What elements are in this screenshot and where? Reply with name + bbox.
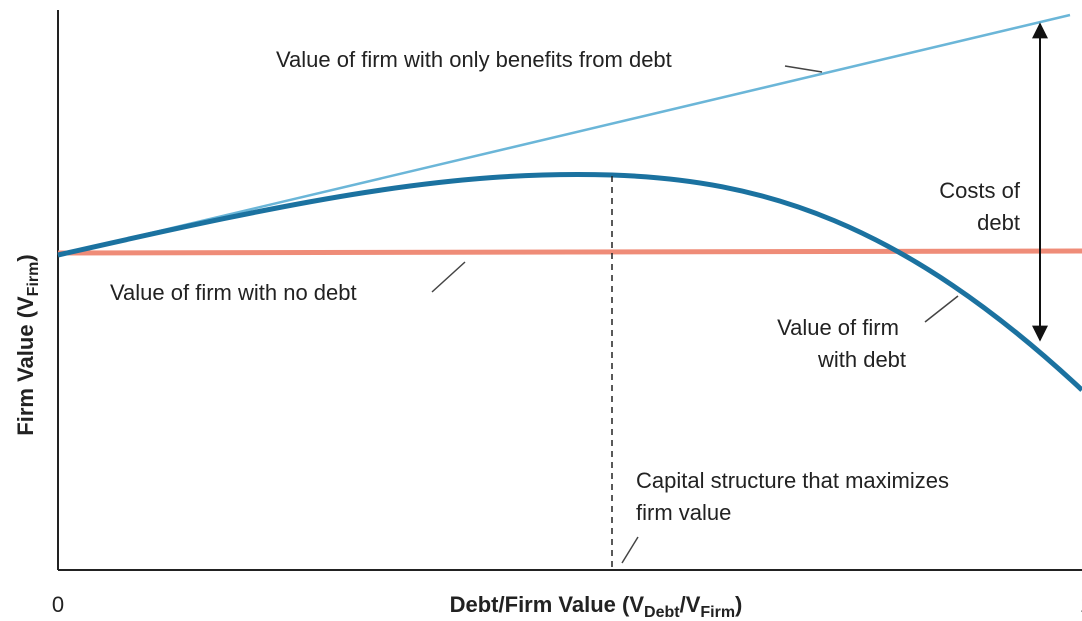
x-title-part: /V [680,592,701,617]
costs-label: debt [977,210,1020,235]
x-title-part: Debt/Firm Value (V [450,592,645,617]
x-title-part: Firm [700,604,735,621]
no-debt-label: Value of firm with no debt [110,280,357,305]
x-end-label: 1 [1080,592,1082,617]
costs-label: Costs of [939,178,1021,203]
x-title-part: ) [735,592,742,617]
y-title-part: Firm [25,262,42,297]
benefits-label: Value of firm with only benefits from de… [276,47,672,72]
with-debt-curve [57,171,1082,392]
x-title-part: Debt [644,604,680,621]
x-axis-title: Debt/Firm Value (VDebt/VFirm) [450,592,743,621]
benefits-line [57,13,1071,257]
with-debt-label: with debt [817,347,906,372]
optimum-label: firm value [636,500,731,525]
optimum-label: Capital structure that maximizes [636,468,949,493]
y-title-part: Firm Value (V [13,296,38,436]
y-axis-title: Firm Value (VFirm) [13,254,42,435]
leaders [431,65,959,564]
no-debt-line [57,248,1082,256]
y-title-part: ) [13,254,38,261]
with-debt-label: Value of firm [777,315,899,340]
x-start-label: 0 [52,592,64,617]
